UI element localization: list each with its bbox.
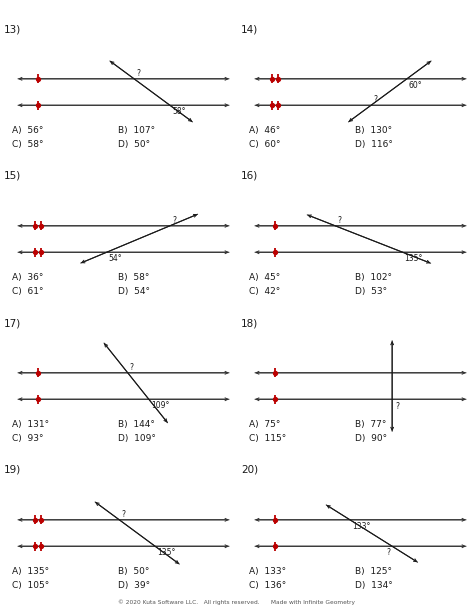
Text: 16): 16): [241, 171, 258, 181]
Text: A)  46°: A) 46°: [249, 126, 280, 135]
Text: B)  50°: B) 50°: [118, 567, 150, 576]
Text: D)  109°: D) 109°: [118, 434, 156, 443]
Text: 54°: 54°: [109, 254, 122, 263]
Text: 13): 13): [4, 24, 21, 34]
Text: ?: ?: [386, 548, 390, 557]
Text: ?: ?: [130, 363, 134, 372]
Text: C)  115°: C) 115°: [249, 434, 286, 443]
Text: B)  77°: B) 77°: [356, 420, 387, 429]
Text: C)  93°: C) 93°: [12, 434, 44, 443]
Text: 19): 19): [4, 465, 21, 475]
Text: 17): 17): [4, 318, 21, 328]
Text: A)  75°: A) 75°: [249, 420, 281, 429]
Text: © 2020 Kuta Software LLC.   All rights reserved.      Made with Infinite Geometr: © 2020 Kuta Software LLC. All rights res…: [118, 599, 356, 605]
Text: C)  58°: C) 58°: [12, 140, 44, 149]
Text: D)  39°: D) 39°: [118, 581, 151, 590]
Text: B)  130°: B) 130°: [356, 126, 392, 135]
Text: 133°: 133°: [352, 522, 370, 531]
Text: 14): 14): [241, 24, 258, 34]
Text: ?: ?: [395, 402, 399, 411]
Text: ?: ?: [337, 216, 341, 225]
Text: B)  144°: B) 144°: [118, 420, 155, 429]
Text: D)  53°: D) 53°: [356, 287, 388, 296]
Text: A)  56°: A) 56°: [12, 126, 44, 135]
Text: 135°: 135°: [157, 548, 175, 557]
Text: 15): 15): [4, 171, 21, 181]
Text: 135°: 135°: [405, 254, 423, 263]
Text: B)  125°: B) 125°: [356, 567, 392, 576]
Text: D)  50°: D) 50°: [118, 140, 151, 149]
Text: A)  133°: A) 133°: [249, 567, 286, 576]
Text: 109°: 109°: [151, 401, 169, 410]
Text: D)  90°: D) 90°: [356, 434, 388, 443]
Text: 20): 20): [241, 465, 258, 475]
Text: 18): 18): [241, 318, 258, 328]
Text: ?: ?: [373, 95, 377, 104]
Text: ?: ?: [172, 216, 176, 225]
Text: A)  131°: A) 131°: [12, 420, 49, 429]
Text: C)  105°: C) 105°: [12, 581, 49, 590]
Text: 58°: 58°: [172, 108, 185, 116]
Text: B)  102°: B) 102°: [356, 273, 392, 282]
Text: ?: ?: [136, 69, 140, 78]
Text: C)  61°: C) 61°: [12, 287, 44, 296]
Text: C)  136°: C) 136°: [249, 581, 286, 590]
Text: A)  135°: A) 135°: [12, 567, 49, 576]
Text: B)  58°: B) 58°: [118, 273, 150, 282]
Text: D)  54°: D) 54°: [118, 287, 151, 296]
Text: A)  36°: A) 36°: [12, 273, 44, 282]
Text: C)  60°: C) 60°: [249, 140, 281, 149]
Text: D)  134°: D) 134°: [356, 581, 393, 590]
Text: B)  107°: B) 107°: [118, 126, 155, 135]
Text: C)  42°: C) 42°: [249, 287, 280, 296]
Text: D)  116°: D) 116°: [356, 140, 393, 149]
Text: A)  45°: A) 45°: [249, 273, 280, 282]
Text: ?: ?: [121, 510, 125, 519]
Text: 60°: 60°: [409, 81, 422, 90]
